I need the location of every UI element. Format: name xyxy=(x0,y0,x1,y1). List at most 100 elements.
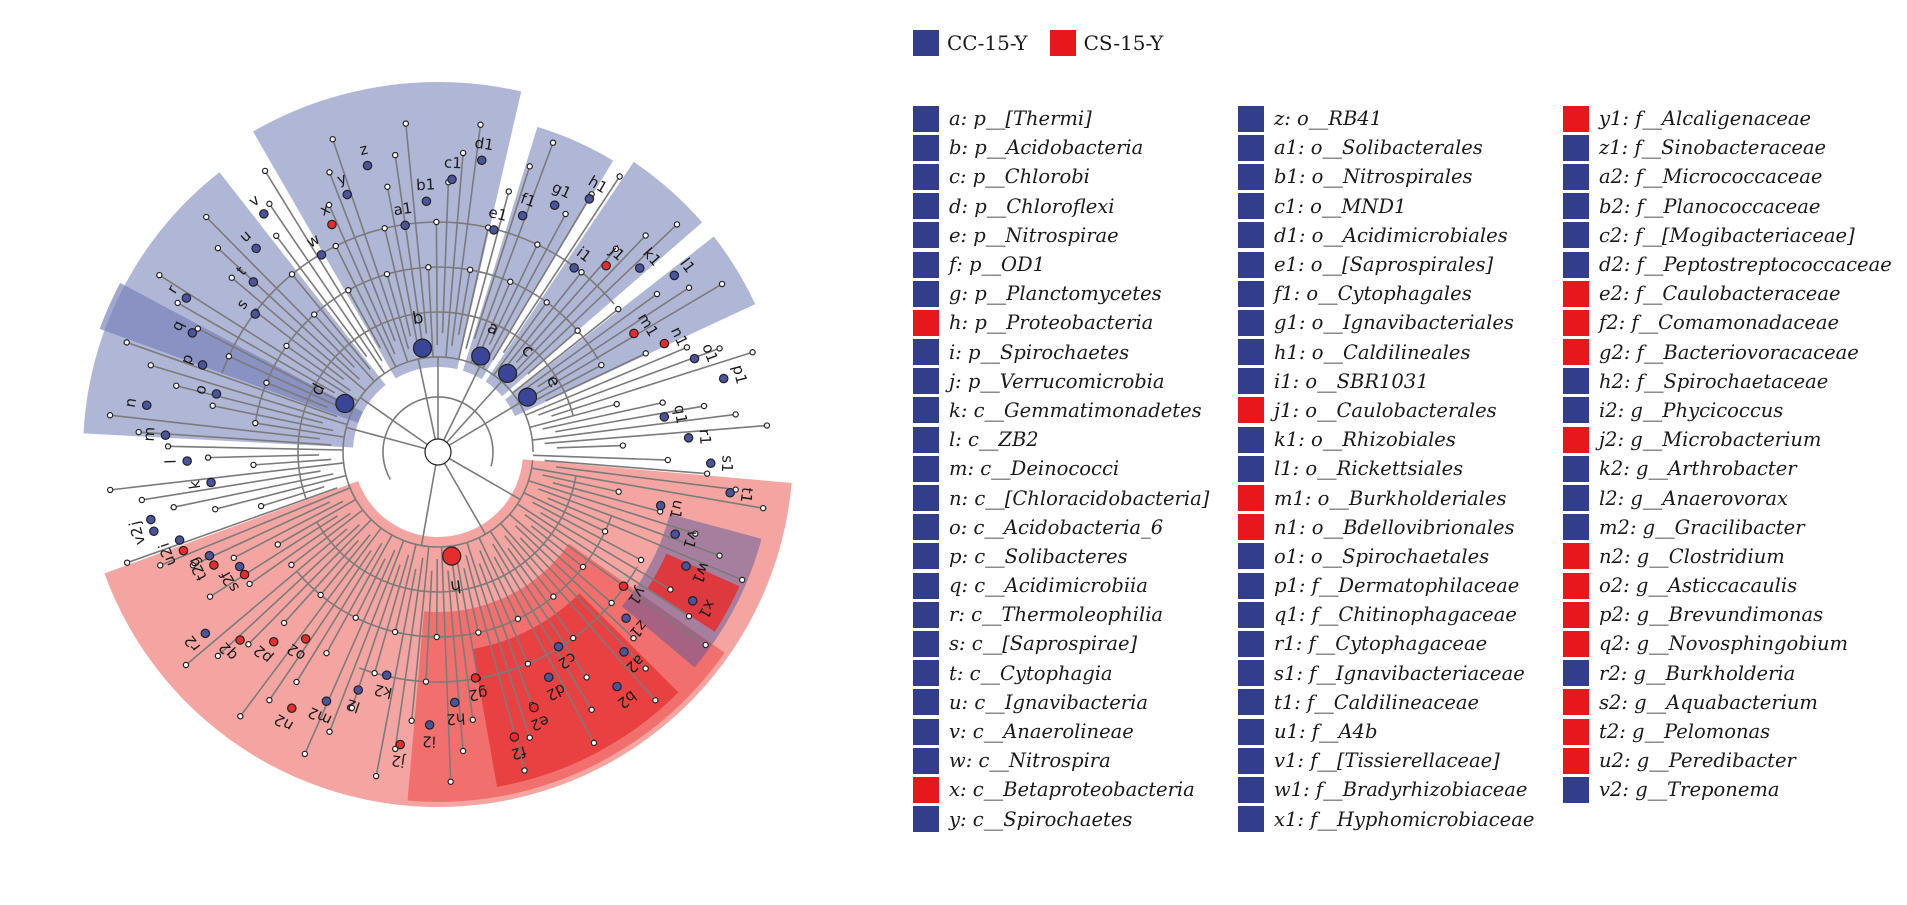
leaf-node xyxy=(578,269,585,276)
legend-swatch xyxy=(913,455,939,482)
tree-edge xyxy=(141,470,321,501)
tree-edge xyxy=(255,311,345,381)
tree-edge xyxy=(519,283,723,405)
legend-swatch xyxy=(1563,601,1589,628)
leaf-node xyxy=(391,628,399,636)
tree-edge xyxy=(514,223,678,379)
phylum-label-h: h xyxy=(449,575,462,596)
legend-item-f2: f2: f__Comamonadaceae xyxy=(1563,308,1893,337)
leaf-node xyxy=(228,274,235,281)
clade-label-u2: u2 xyxy=(156,544,180,568)
tree-edge xyxy=(405,123,428,334)
legend-item-m1: m1: o__Burkholderiales xyxy=(1238,483,1568,512)
leaf-node xyxy=(619,442,627,449)
tree-edge xyxy=(417,358,439,453)
legend-text: p2: g__Brevundimonas xyxy=(1599,603,1824,627)
leaf-node xyxy=(667,586,674,593)
clade-label-e1: e1 xyxy=(487,203,510,225)
tree-edge xyxy=(492,543,593,711)
legend-text: o2: g__Asticcacaulis xyxy=(1599,574,1798,598)
legend-item-g1: g1: o__Ignavibacteriales xyxy=(1238,308,1568,337)
clade-label-a1: a1 xyxy=(392,199,413,220)
tree-edge xyxy=(532,413,736,441)
clade-node-w1 xyxy=(681,561,691,571)
tree-edge xyxy=(420,451,439,546)
legend-item-a1: a1: o__Solibacterales xyxy=(1238,133,1568,162)
legend-swatch xyxy=(913,426,939,453)
tree-edge xyxy=(538,488,720,557)
leaf-node xyxy=(174,299,181,307)
legend-text: n: c__[Chloracidobacteria] xyxy=(949,486,1210,510)
legend-text: j2: g__Microbacterium xyxy=(1599,428,1822,452)
tree-edge xyxy=(126,341,338,418)
leaf-node xyxy=(332,242,339,250)
leaf-node xyxy=(261,167,269,175)
tree-edge xyxy=(159,487,351,567)
tree-edge xyxy=(532,454,668,461)
leaf-node xyxy=(601,528,609,535)
legend-item-k: k: c__Gemmatimonadetes xyxy=(913,396,1243,425)
legend-text: o1: o__Spirochaetales xyxy=(1274,544,1490,568)
legend-item-e: e: p__Nitrospirae xyxy=(913,221,1243,250)
leaf-node xyxy=(685,284,693,291)
tree-edge xyxy=(359,396,439,453)
legend-column-2: z: o__RB41 a1: o__Solibacterales b1: o__Ni… xyxy=(1238,104,1568,834)
tree-edge xyxy=(126,487,338,564)
clade-node-i2 xyxy=(424,720,435,730)
clade-label-d1: d1 xyxy=(473,134,495,155)
clade-node-h1 xyxy=(584,194,595,204)
legend-text: s2: g__Aquabacterium xyxy=(1599,690,1818,714)
clade-node-s xyxy=(250,309,261,319)
legend-swatch xyxy=(913,601,939,628)
clade-node-m1 xyxy=(629,328,639,339)
leaf-node xyxy=(237,713,244,720)
tree-arc xyxy=(297,311,575,501)
tree-edge xyxy=(346,426,439,453)
legend-text: x1: f__Hyphomicrobiaceae xyxy=(1274,807,1535,831)
tree-edge xyxy=(109,414,320,440)
leaf-node xyxy=(214,244,222,252)
tree-edge xyxy=(373,554,410,674)
leaf-node xyxy=(749,349,756,356)
clade-label-r1: r1 xyxy=(696,429,715,446)
leaf-node xyxy=(642,665,649,672)
clade-label-u1: u1 xyxy=(666,498,688,521)
leaf-node xyxy=(352,614,359,621)
tree-edge xyxy=(233,500,344,559)
leaf-node xyxy=(543,299,550,306)
clade-node-i1 xyxy=(569,263,579,273)
tree-edge xyxy=(283,539,359,624)
tree-edge xyxy=(450,124,482,346)
clade-node-k1 xyxy=(634,263,645,273)
legend-swatch xyxy=(913,309,939,336)
legend-item-h1: h1: o__Caldilineales xyxy=(1238,338,1568,367)
tree-edge xyxy=(440,546,452,782)
tree-edge xyxy=(450,558,474,720)
leaf-node xyxy=(588,706,595,713)
tree-edge xyxy=(435,222,439,346)
leaf-node xyxy=(106,486,114,494)
tree-edge xyxy=(425,570,433,682)
clade-label-v2: v2 xyxy=(127,524,149,547)
leaf-node xyxy=(301,750,309,758)
leaf-node xyxy=(384,183,391,190)
legend-text: n1: o__Bdellovibrionales xyxy=(1274,515,1515,539)
clade-label-h2: h2 xyxy=(446,709,466,728)
tree-edge xyxy=(351,564,401,709)
clade-node-c2 xyxy=(553,641,564,652)
clade-node-w xyxy=(316,250,327,260)
clade-node-u xyxy=(251,243,261,254)
leaf-node xyxy=(642,350,649,357)
tree-edge xyxy=(499,522,656,701)
legend-swatch xyxy=(1563,134,1589,161)
tree-edge xyxy=(479,550,529,665)
leaf-node xyxy=(466,266,474,274)
tree-edge xyxy=(319,534,371,596)
legend-swatch xyxy=(1238,718,1264,745)
legend-swatch xyxy=(913,397,939,424)
clade-node-j2 xyxy=(395,739,406,750)
leaf-node xyxy=(469,716,476,723)
legend-text: u1: f__A4b xyxy=(1274,720,1378,744)
legend-text: z1: f__Sinobacteraceae xyxy=(1599,136,1827,160)
legend-swatch xyxy=(1563,572,1589,599)
